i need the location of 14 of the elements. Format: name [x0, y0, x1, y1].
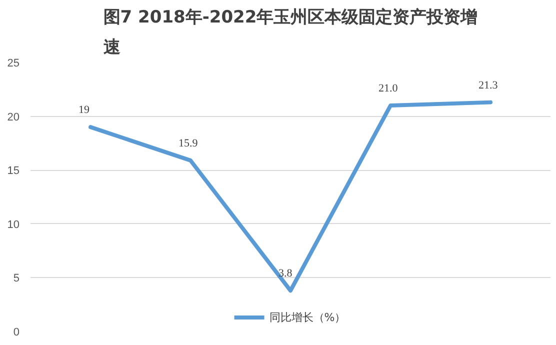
- y-tick-label: 25: [7, 58, 20, 70]
- data-label: 21.0: [378, 82, 398, 95]
- line-series: [88, 100, 492, 293]
- y-tick-label: 15: [7, 165, 20, 178]
- chart-title: 图7 2018年-2022年玉州区本级固定资产投资增速: [103, 8, 478, 58]
- y-tick-label: 0: [13, 326, 20, 338]
- data-label: 21.3: [478, 79, 498, 92]
- y-tick-label: 20: [7, 111, 20, 124]
- y-tick-label: 5: [13, 272, 20, 285]
- data-label: 3.8: [278, 268, 293, 280]
- legend-label: 同比增长（%）: [269, 310, 346, 324]
- data-label: 15.9: [178, 137, 198, 150]
- data-label: 19: [78, 104, 90, 116]
- y-tick-label: 10: [7, 218, 20, 231]
